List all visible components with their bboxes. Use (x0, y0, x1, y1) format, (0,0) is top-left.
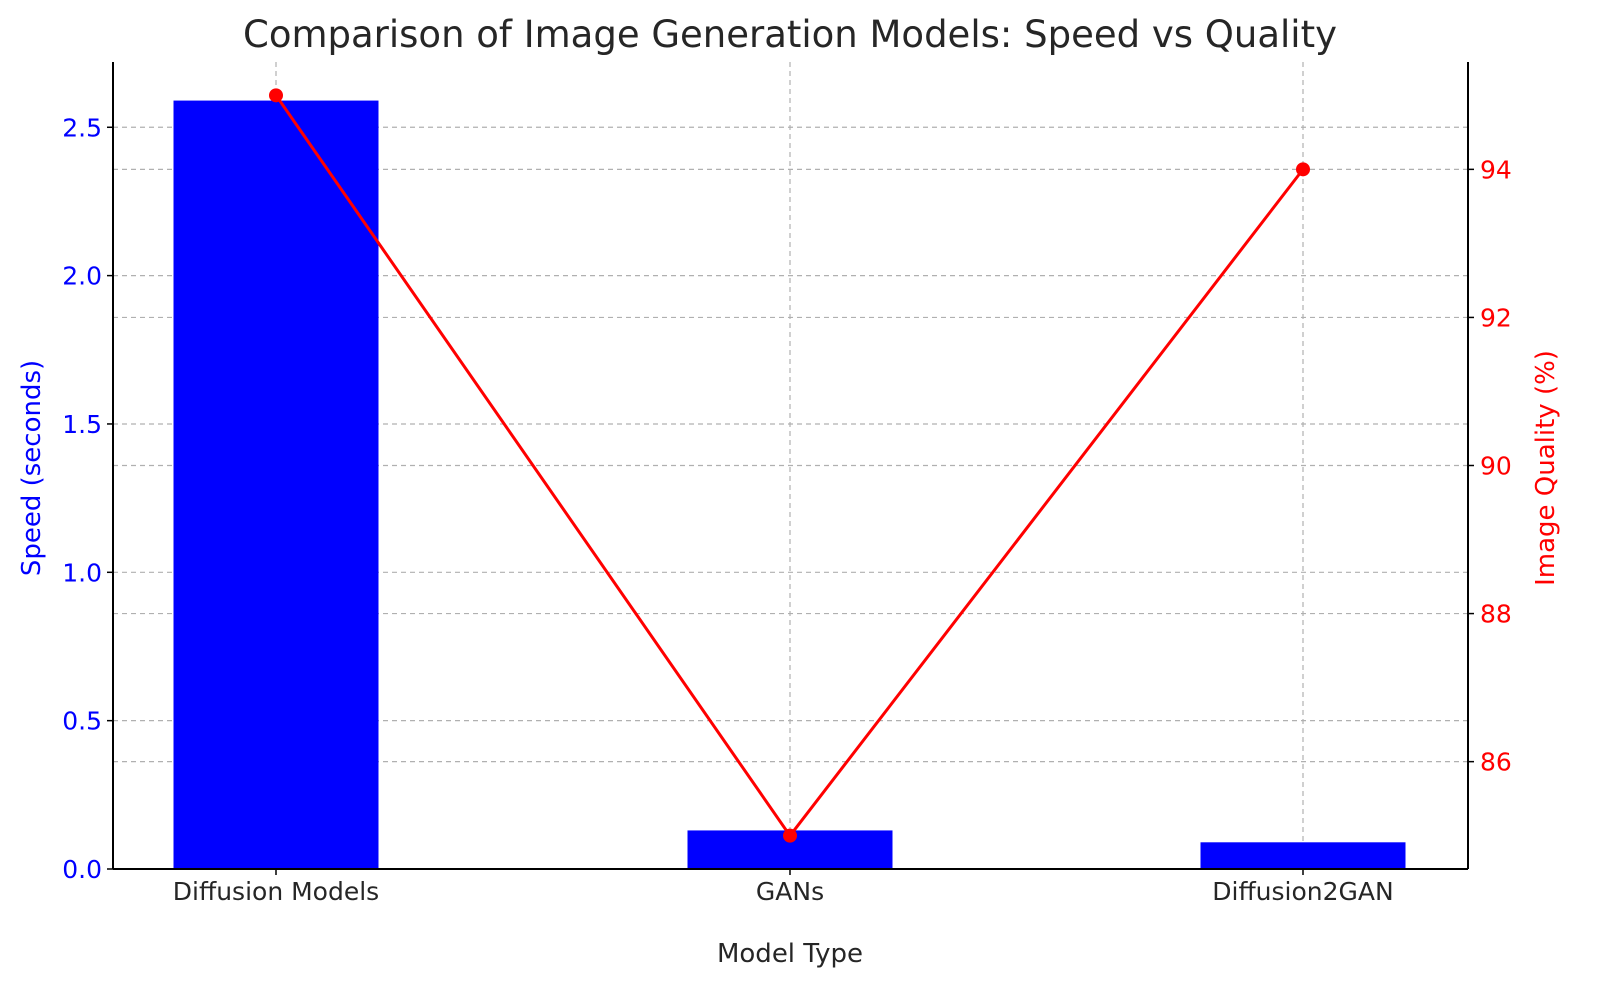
y-left-tick-label: 2.5 (62, 113, 102, 142)
y-left-tick-label: 0.0 (62, 855, 102, 884)
x-tick-label: Diffusion2GAN (1212, 877, 1393, 906)
y-right-tick-label: 94 (1480, 155, 1512, 184)
quality-point-2 (1296, 162, 1310, 177)
quality-point-1 (783, 828, 797, 843)
y-left-tick-label: 2.0 (62, 262, 102, 291)
y-right-tick-label: 88 (1480, 600, 1512, 629)
quality-line (269, 88, 1310, 843)
bar-diffusion-models (173, 100, 379, 870)
y-right-tick-label: 92 (1480, 303, 1512, 332)
y-axis-label-right: Image Quality (%) (1531, 350, 1561, 586)
y-left-tick-label: 1.5 (62, 410, 102, 439)
chart-title: Comparison of Image Generation Models: S… (243, 13, 1337, 56)
y-left-tick-label: 1.0 (62, 558, 102, 587)
x-tick-label: GANs (756, 877, 824, 906)
y-axis-label-left: Speed (seconds) (17, 360, 47, 576)
ticks: Diffusion Models GANs Diffusion2GAN 0.0 0.5 1… (62, 113, 1512, 906)
y-left-tick-label: 0.5 (62, 707, 102, 736)
x-axis-label: Model Type (717, 939, 863, 969)
speed-bars (173, 100, 1406, 870)
x-tick-label: Diffusion Models (173, 877, 379, 906)
y-right-tick-label: 90 (1480, 452, 1512, 481)
quality-point-0 (269, 88, 283, 103)
bar-diffusion2gan (1200, 842, 1406, 869)
y-right-tick-label: 86 (1480, 748, 1512, 777)
